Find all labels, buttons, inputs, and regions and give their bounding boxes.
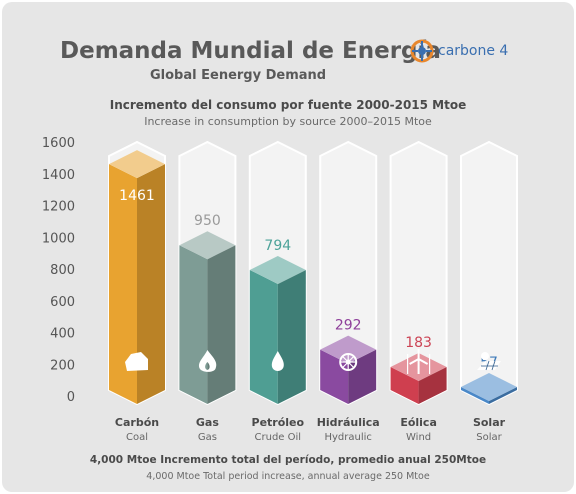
bar-group: 183 Eólica Wind [389, 140, 448, 443]
solar-panel-icon [477, 352, 501, 371]
category-label-en: Coal [126, 432, 148, 443]
bar-right-face [418, 366, 447, 404]
category-label: Carbón [115, 416, 159, 429]
bar [249, 255, 306, 404]
chart-title: Incremento del consumo por fuente 2000-2… [109, 98, 467, 112]
coal-icon [125, 352, 148, 371]
category-label-en: Wind [406, 432, 431, 443]
carbone4-logo-icon [410, 39, 434, 63]
category-label: Solar [473, 416, 506, 429]
bar [109, 150, 165, 404]
category-label: Petróleo [252, 416, 305, 429]
bar-group: 794 Petróleo Crude Oil [248, 140, 307, 443]
hydro-icon [339, 353, 358, 371]
oil-drop-icon [271, 351, 284, 371]
y-tick-label: 1000 [42, 231, 75, 246]
bar-left-face [390, 366, 419, 404]
category-label-en: Gas [198, 432, 217, 443]
y-tick-label: 0 [67, 390, 75, 405]
category-label: Eólica [400, 416, 437, 429]
bar-top-face [249, 255, 306, 284]
bar-group: 57SolarSolar [460, 140, 518, 443]
bar-value-label: 794 [264, 238, 291, 254]
y-tick-label: 400 [50, 327, 75, 342]
page-subtitle: Global Eenergy Demand [150, 68, 327, 83]
bar-value-label: 1461 [119, 188, 155, 204]
bar-left-face [179, 245, 208, 404]
y-tick-label: 200 [50, 358, 75, 373]
bar-value-label: 950 [194, 213, 221, 229]
footer-note-en: 4,000 Mtoe Total period increase, annual… [146, 471, 430, 482]
category-label-en: Crude Oil [255, 432, 302, 443]
footer-note: 4,000 Mtoe Incremento total del período,… [89, 454, 487, 466]
category-label: Gas [196, 416, 219, 429]
bar-right-face [137, 164, 165, 404]
bar-group: 1461 Carbón Coal [108, 140, 166, 443]
bar-left-face [109, 164, 137, 404]
wind-turbine-icon [407, 349, 431, 374]
category-label-en: Solar [476, 432, 502, 443]
bar-left-face [249, 269, 278, 404]
bar-right-face [207, 245, 236, 404]
bar [461, 372, 517, 404]
bar-right-face [277, 269, 306, 404]
bar-right-face [489, 386, 517, 404]
bar-value-label: 183 [405, 335, 432, 351]
category-label: Hidráulica [317, 416, 380, 429]
y-tick-label: 1200 [42, 200, 75, 215]
bar-chart: 1600 1400 1200 1000 800 600 400 200 0 1461 Carbón C… [42, 136, 518, 443]
bar-group: 292 Hidráulica Hydraulic [317, 140, 380, 443]
y-tick-label: 600 [50, 295, 75, 310]
y-tick-label: 1600 [42, 136, 75, 151]
bar-top-face [109, 150, 165, 179]
bar-top-face [179, 231, 236, 260]
page-title: Demanda Mundial de Energía [60, 38, 441, 64]
bar [179, 231, 236, 404]
brand-logo: carbone 4 [410, 38, 508, 64]
y-tick-label: 800 [50, 263, 75, 278]
bar-value-label: 292 [335, 318, 362, 334]
brand-name: carbone 4 [438, 43, 509, 59]
flame-icon [199, 350, 217, 372]
category-label-en: Hydraulic [324, 432, 371, 443]
bar-top-face [461, 372, 517, 401]
bar-left-face [461, 386, 489, 404]
bar-top-face [320, 335, 377, 364]
y-tick-label: 1400 [42, 168, 75, 183]
bar-group: 950 Gas Gas [178, 140, 237, 443]
chart-subtitle: Increase in consumption by source 2000–2… [144, 115, 432, 128]
